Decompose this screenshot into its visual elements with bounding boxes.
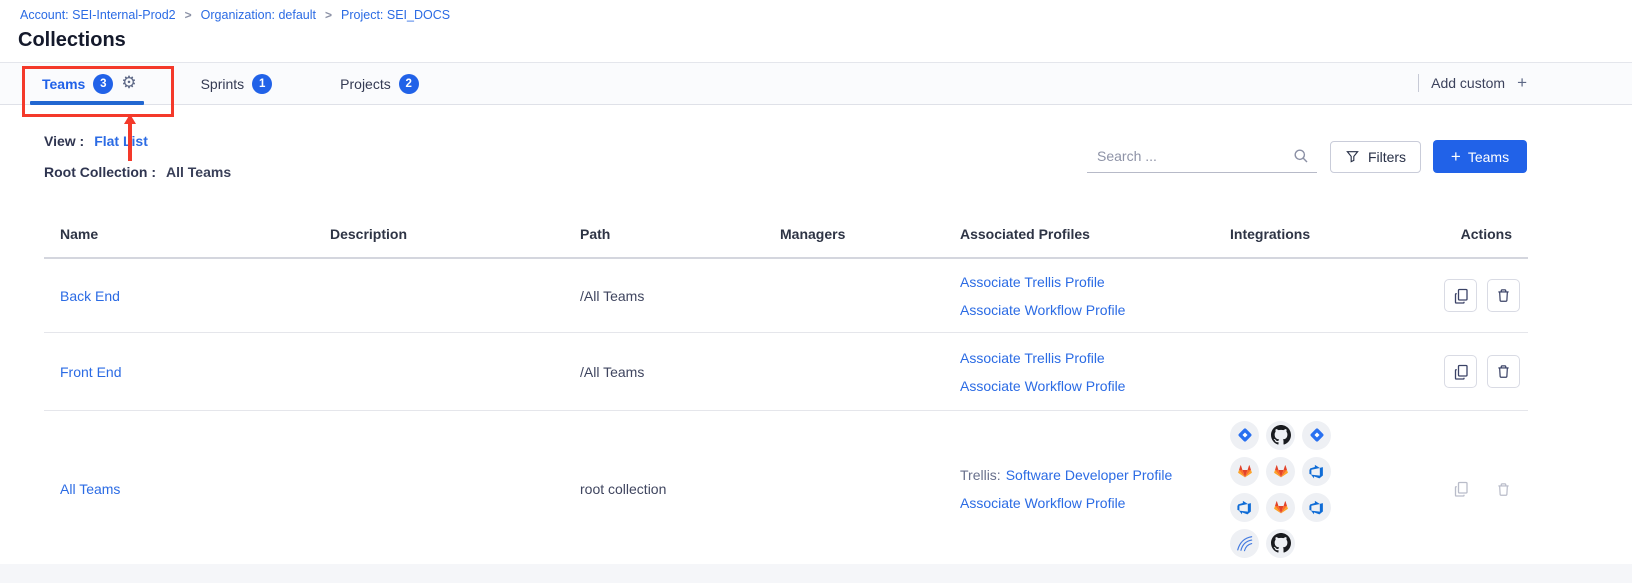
column-header-associated-profiles: Associated Profiles (960, 225, 1090, 242)
breadcrumb-separator-icon: > (184, 8, 192, 22)
copy-button[interactable] (1444, 279, 1477, 312)
root-collection-row: Root Collection : All Teams (44, 164, 231, 180)
jira-icon (1230, 420, 1259, 450)
actions-cell (1444, 279, 1536, 312)
breadcrumb-project-link[interactable]: Project: SEI_DOCS (341, 8, 451, 22)
associated-profiles-cell: Associate Trellis Profile Associate Work… (944, 274, 1214, 318)
trellis-profile-link[interactable]: Software Developer Profile (1005, 467, 1173, 483)
actions-cell (1444, 472, 1536, 506)
azure-devops-icon (1302, 492, 1331, 522)
collection-name-link[interactable]: All Teams (60, 481, 121, 497)
table-row: All Teams root collection Trellis: Softwa… (44, 411, 1528, 568)
filter-funnel-icon (1345, 149, 1360, 164)
plus-icon: + (1450, 146, 1461, 166)
tab-sprints[interactable]: Sprints 1 (201, 63, 273, 104)
github-icon (1266, 420, 1295, 450)
annotation-arrow-icon (124, 114, 136, 124)
associate-workflow-profile-link[interactable]: Associate Workflow Profile (960, 301, 1126, 318)
associate-trellis-profile-link[interactable]: Associate Trellis Profile (960, 273, 1105, 290)
azure-devops-icon (1302, 456, 1331, 486)
path-cell: /All Teams (580, 363, 645, 380)
divider (1418, 73, 1420, 92)
azure-devops-icon (1230, 492, 1259, 522)
associated-profiles-cell: Trellis: Software Developer Profile Assoc… (944, 467, 1214, 511)
actions-cell (1444, 355, 1536, 388)
plus-icon[interactable]: + (1517, 72, 1527, 92)
add-custom-button[interactable]: Add custom (1431, 74, 1506, 91)
path-cell: /All Teams (580, 287, 645, 304)
filters-button-label: Filters (1367, 148, 1407, 165)
tab-teams[interactable]: Teams 3 ⚙ (30, 63, 144, 105)
breadcrumb-organization-link[interactable]: Organization: default (200, 8, 317, 22)
breadcrumb: Account: SEI-Internal-Prod2 > Organizati… (20, 8, 450, 22)
toolbar: Filters + Teams (1087, 140, 1527, 173)
column-header-path: Path (580, 225, 611, 242)
add-custom: Add custom + (1418, 62, 1527, 103)
copy-button[interactable] (1444, 355, 1477, 388)
add-teams-button-label: Teams (1467, 148, 1510, 165)
associate-workflow-profile-link[interactable]: Associate Workflow Profile (960, 495, 1126, 511)
column-header-actions: Actions (1460, 225, 1512, 242)
column-header-description: Description (330, 225, 408, 242)
filters-button[interactable]: Filters (1330, 140, 1421, 173)
tab-bar: Teams 3 ⚙ Sprints 1 Projects 2 (0, 62, 1632, 105)
search-input[interactable] (1087, 148, 1293, 164)
breadcrumb-account-link[interactable]: Account: SEI-Internal-Prod2 (20, 8, 176, 22)
column-header-name: Name (60, 225, 99, 242)
associate-trellis-profile-link[interactable]: Associate Trellis Profile (960, 349, 1105, 366)
collection-name-link[interactable]: Front End (60, 363, 122, 380)
search-box (1087, 140, 1317, 173)
sonarqube-icon (1230, 528, 1259, 558)
path-cell: root collection (580, 481, 667, 497)
column-header-managers: Managers (780, 225, 846, 242)
annotation-arrow-stem (128, 123, 132, 161)
root-collection-label: Root Collection : (44, 164, 156, 180)
table-header-row: Name Description Path Managers Associate… (44, 210, 1528, 259)
associate-workflow-profile-link[interactable]: Associate Workflow Profile (960, 377, 1126, 394)
jira-icon (1302, 420, 1331, 450)
root-collection-value: All Teams (166, 164, 232, 180)
add-teams-button[interactable]: + Teams (1433, 140, 1527, 173)
collection-name-link[interactable]: Back End (60, 287, 120, 304)
github-icon (1266, 528, 1295, 558)
column-header-integrations: Integrations (1230, 225, 1311, 242)
tab-sprints-count-badge: 1 (252, 73, 273, 94)
gear-icon[interactable]: ⚙ (121, 73, 137, 93)
view-label: View : (44, 133, 85, 149)
integrations-grid (1214, 420, 1444, 558)
tab-teams-label: Teams (42, 75, 86, 92)
search-icon (1293, 148, 1309, 164)
gitlab-icon (1230, 456, 1259, 486)
delete-button[interactable] (1487, 279, 1520, 312)
gitlab-icon (1266, 492, 1295, 522)
tab-projects-count-badge: 2 (398, 73, 419, 94)
page-background-strip (0, 564, 1632, 583)
associated-profiles-cell: Associate Trellis Profile Associate Work… (944, 350, 1214, 394)
tab-projects-label: Projects (340, 75, 391, 92)
table-row: Back End /All Teams Associate Trellis Pr… (44, 259, 1528, 333)
trellis-prefix-label: Trellis: (960, 467, 1001, 483)
tab-teams-count-badge: 3 (93, 73, 114, 94)
collections-table: Name Description Path Managers Associate… (44, 210, 1528, 568)
tab-sprints-label: Sprints (200, 75, 245, 92)
copy-button (1444, 472, 1477, 506)
view-flat-list-link[interactable]: Flat List (94, 133, 148, 149)
tab-projects[interactable]: Projects 2 (340, 63, 419, 104)
breadcrumb-separator-icon: > (325, 8, 333, 22)
page-title: Collections (18, 29, 126, 51)
view-row: View : Flat List (44, 133, 148, 149)
delete-button[interactable] (1487, 355, 1520, 388)
gitlab-icon (1266, 456, 1295, 486)
delete-button (1487, 472, 1520, 506)
table-row: Front End /All Teams Associate Trellis P… (44, 333, 1528, 411)
